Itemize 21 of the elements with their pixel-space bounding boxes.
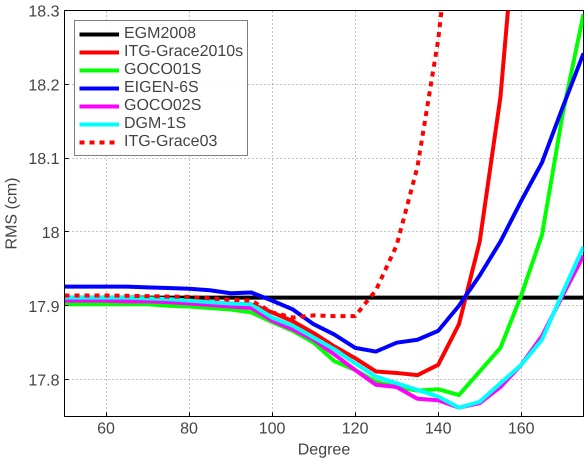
- y-axis-title: RMS (cm): [3, 178, 20, 250]
- y-tick-label: 18: [42, 224, 60, 242]
- legend-label: ITG-Grace2010s: [124, 43, 244, 61]
- legend-label: GOCO02S: [124, 97, 202, 115]
- x-tick-label: 60: [97, 420, 116, 438]
- y-tick-label: 18.1: [28, 151, 60, 168]
- y-tick-label: 17.8: [28, 372, 60, 390]
- x-tick-label: 160: [508, 420, 535, 438]
- x-tick-label: 100: [258, 420, 286, 438]
- y-tick-label: 18.3: [28, 4, 60, 20]
- x-axis-title: Degree: [298, 442, 350, 458]
- y-tick-label: 18.2: [28, 77, 60, 94]
- legend-label: EGM2008: [124, 25, 196, 43]
- x-tick-label: 120: [342, 420, 369, 438]
- legend-label: GOCO01S: [124, 61, 202, 79]
- legend-label: EIGEN-6S: [124, 79, 199, 97]
- legend-label: DGM-1S: [124, 115, 186, 133]
- y-tick-label: 17.9: [28, 298, 60, 316]
- x-tick-label: 140: [424, 420, 452, 438]
- legend-label: ITG-Grace03: [124, 133, 218, 151]
- x-tick-label: 80: [180, 420, 198, 438]
